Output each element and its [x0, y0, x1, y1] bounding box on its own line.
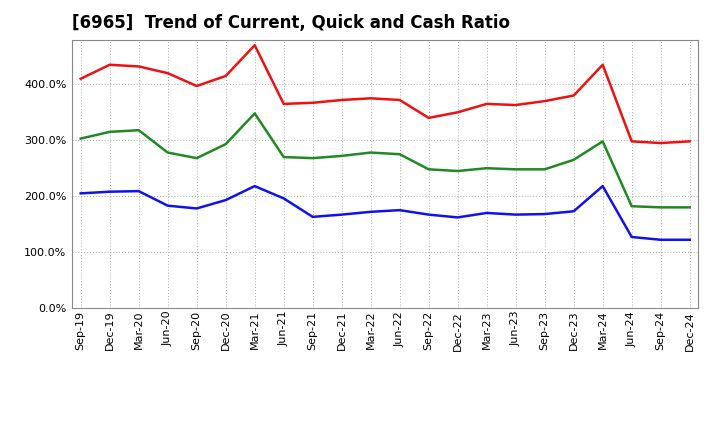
Quick Ratio: [424, 167, 433, 172]
Quick Ratio: [192, 155, 201, 161]
Quick Ratio: [135, 128, 143, 133]
Cash Ratio: [105, 189, 114, 194]
Current Ratio: [570, 93, 578, 98]
Quick Ratio: [454, 169, 462, 174]
Quick Ratio: [221, 142, 230, 147]
Line: Cash Ratio: Cash Ratio: [81, 186, 690, 240]
Current Ratio: [163, 70, 172, 76]
Cash Ratio: [366, 209, 375, 214]
Cash Ratio: [541, 211, 549, 216]
Text: [6965]  Trend of Current, Quick and Cash Ratio: [6965] Trend of Current, Quick and Cash …: [72, 15, 510, 33]
Line: Current Ratio: Current Ratio: [81, 45, 690, 143]
Current Ratio: [395, 97, 404, 103]
Cash Ratio: [163, 203, 172, 208]
Current Ratio: [627, 139, 636, 144]
Current Ratio: [279, 101, 288, 106]
Quick Ratio: [541, 167, 549, 172]
Current Ratio: [338, 97, 346, 103]
Cash Ratio: [192, 206, 201, 211]
Quick Ratio: [657, 205, 665, 210]
Current Ratio: [657, 140, 665, 146]
Cash Ratio: [685, 237, 694, 242]
Quick Ratio: [627, 204, 636, 209]
Cash Ratio: [570, 209, 578, 214]
Cash Ratio: [395, 208, 404, 213]
Quick Ratio: [251, 111, 259, 116]
Quick Ratio: [279, 154, 288, 160]
Quick Ratio: [163, 150, 172, 155]
Cash Ratio: [279, 196, 288, 201]
Current Ratio: [221, 73, 230, 79]
Cash Ratio: [221, 198, 230, 203]
Cash Ratio: [657, 237, 665, 242]
Current Ratio: [511, 103, 520, 108]
Quick Ratio: [395, 152, 404, 157]
Quick Ratio: [366, 150, 375, 155]
Current Ratio: [192, 83, 201, 88]
Current Ratio: [598, 62, 607, 67]
Current Ratio: [541, 99, 549, 104]
Cash Ratio: [251, 183, 259, 189]
Current Ratio: [454, 110, 462, 115]
Cash Ratio: [308, 214, 317, 220]
Quick Ratio: [570, 157, 578, 162]
Current Ratio: [308, 100, 317, 106]
Quick Ratio: [76, 136, 85, 141]
Current Ratio: [424, 115, 433, 121]
Current Ratio: [482, 101, 491, 106]
Cash Ratio: [76, 191, 85, 196]
Quick Ratio: [598, 139, 607, 144]
Current Ratio: [251, 43, 259, 48]
Quick Ratio: [338, 153, 346, 158]
Current Ratio: [105, 62, 114, 67]
Current Ratio: [366, 95, 375, 101]
Current Ratio: [135, 64, 143, 69]
Quick Ratio: [685, 205, 694, 210]
Cash Ratio: [338, 212, 346, 217]
Cash Ratio: [627, 235, 636, 240]
Quick Ratio: [482, 165, 491, 171]
Current Ratio: [685, 139, 694, 144]
Quick Ratio: [308, 155, 317, 161]
Quick Ratio: [105, 129, 114, 135]
Cash Ratio: [511, 212, 520, 217]
Line: Quick Ratio: Quick Ratio: [81, 114, 690, 207]
Quick Ratio: [511, 167, 520, 172]
Current Ratio: [76, 76, 85, 81]
Cash Ratio: [424, 212, 433, 217]
Cash Ratio: [454, 215, 462, 220]
Cash Ratio: [598, 183, 607, 189]
Cash Ratio: [482, 210, 491, 216]
Cash Ratio: [135, 188, 143, 194]
